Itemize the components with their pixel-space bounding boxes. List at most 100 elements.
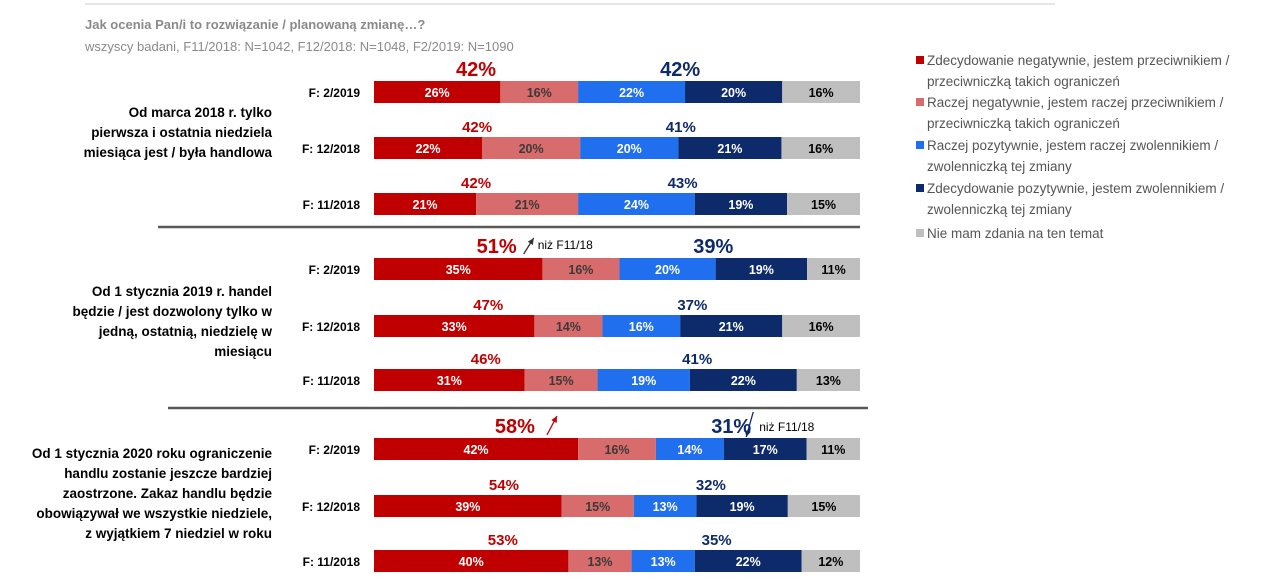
positive-total-label: 39%	[693, 236, 733, 258]
legend-label: Zdecydowanie pozytywnie, jestem zwolenni…	[927, 181, 1224, 196]
bar-segment	[578, 81, 686, 103]
bar-segment	[374, 495, 562, 517]
bar-segment	[696, 495, 788, 517]
bar-segment	[534, 315, 603, 337]
segment-value-label: 13%	[651, 555, 676, 569]
bar-segment	[542, 258, 620, 280]
negative-total-label: 54%	[489, 477, 519, 494]
positive-total-label: 43%	[668, 175, 698, 192]
segment-value-label: 19%	[730, 500, 755, 514]
bar-segment	[678, 137, 782, 159]
segment-value-label: 12%	[818, 555, 843, 569]
segment-value-label: 21%	[515, 198, 540, 212]
trend-arrow-head	[744, 430, 751, 437]
row-label: F: 2/2019	[309, 86, 361, 100]
bar-segment	[500, 81, 579, 103]
legend-swatch	[916, 98, 924, 106]
row-label: F: 2/2019	[309, 263, 361, 277]
negative-total-label: 47%	[473, 297, 503, 314]
legend-swatch	[916, 184, 924, 192]
positive-total-label: 41%	[666, 119, 696, 136]
segment-value-label: 13%	[587, 555, 612, 569]
bar-segment	[619, 258, 716, 280]
legend-label: Raczej negatywnie, jestem raczej przeciw…	[927, 95, 1224, 110]
bar-segment	[602, 315, 681, 337]
bar-segment	[633, 495, 697, 517]
group-label-line: będzie / jest dozwolony tylko w	[72, 304, 272, 319]
group-label-line: zaostrzone. Zakaz handlu będzie	[63, 486, 273, 501]
segment-value-label: 40%	[459, 555, 484, 569]
segment-value-label: 22%	[736, 555, 761, 569]
bar-segment	[796, 369, 860, 391]
segment-value-label: 20%	[519, 142, 544, 156]
segment-value-label: 14%	[677, 443, 702, 457]
bar-segment	[807, 258, 860, 280]
bar-segment	[689, 369, 797, 391]
segment-value-label: 15%	[811, 500, 836, 514]
bar-segment	[597, 369, 690, 391]
bar-segment	[782, 81, 860, 103]
segment-value-label: 24%	[624, 198, 649, 212]
segment-value-label: 19%	[631, 374, 656, 388]
bars-layer: Od marca 2018 r. tylko pierwsza i ostatni…	[32, 59, 868, 572]
negative-total-label: 58%	[495, 416, 535, 438]
bar-segment	[476, 193, 579, 215]
segment-value-label: 33%	[442, 320, 467, 334]
segment-value-label: 22%	[731, 374, 756, 388]
group-label-line: pierwsza i ostatnia niedziela	[91, 125, 272, 140]
legend-label: przeciwniczką takich ograniczeń	[927, 74, 1120, 89]
segment-value-label: 21%	[717, 142, 742, 156]
bar-segment	[374, 193, 477, 215]
row-label: F: 12/2018	[302, 142, 360, 156]
bar-segment	[374, 81, 501, 103]
segment-value-label: 16%	[568, 263, 593, 277]
bar-segment	[655, 438, 724, 460]
legend-swatch	[916, 141, 924, 149]
legend-label: zwolenniczką tej zmiany	[927, 202, 1072, 217]
segment-value-label: 19%	[749, 263, 774, 277]
bar-segment	[374, 550, 569, 572]
negative-total-label: 51%	[477, 236, 517, 258]
bar-segment	[374, 315, 535, 337]
legend-swatch	[916, 56, 924, 64]
segment-value-label: 16%	[809, 320, 834, 334]
segment-value-label: 39%	[455, 500, 480, 514]
group-label-line: Od 1 stycznia 2019 r. handel	[92, 284, 272, 299]
positive-total-label: 32%	[696, 477, 726, 494]
segment-value-label: 15%	[811, 198, 836, 212]
bar-segment	[806, 438, 860, 460]
negative-total-label: 53%	[488, 532, 518, 549]
bar-segment	[694, 193, 788, 215]
positive-total-label: 37%	[677, 297, 707, 314]
segment-value-label: 21%	[719, 320, 744, 334]
annotation-note: niż F11/18	[759, 420, 814, 434]
segment-value-label: 26%	[425, 86, 450, 100]
positive-total-label: 42%	[660, 59, 700, 81]
bar-segment	[723, 438, 807, 460]
bar-segment	[561, 495, 634, 517]
row-label: F: 11/2018	[303, 198, 361, 212]
chart-title: Jak ocenia Pan/i to rozwiązanie / planow…	[85, 17, 425, 32]
segment-value-label: 19%	[728, 198, 753, 212]
bar-segment	[482, 137, 581, 159]
legend-label: Raczej pozytywnie, jestem raczej zwolenn…	[927, 138, 1218, 153]
segment-value-label: 15%	[549, 374, 574, 388]
bar-segment	[580, 137, 679, 159]
segment-value-label: 20%	[721, 86, 746, 100]
legend-swatch	[916, 229, 924, 237]
annotation-note: niż F11/18	[538, 238, 593, 252]
bar-segment	[568, 550, 632, 572]
negative-total-label: 46%	[471, 351, 501, 368]
bar-segment	[631, 550, 695, 572]
bar-segment	[578, 193, 695, 215]
row-label: F: 11/2018	[303, 374, 361, 388]
segment-value-label: 35%	[446, 263, 471, 277]
trend-arrow-head	[527, 238, 534, 245]
legend-label: Nie mam zdania na ten temat	[927, 226, 1104, 241]
bar-segment	[787, 193, 860, 215]
segment-value-label: 22%	[619, 86, 644, 100]
negative-total-label: 42%	[462, 119, 492, 136]
negative-total-label: 42%	[456, 59, 496, 81]
positive-total-label: 41%	[682, 351, 712, 368]
